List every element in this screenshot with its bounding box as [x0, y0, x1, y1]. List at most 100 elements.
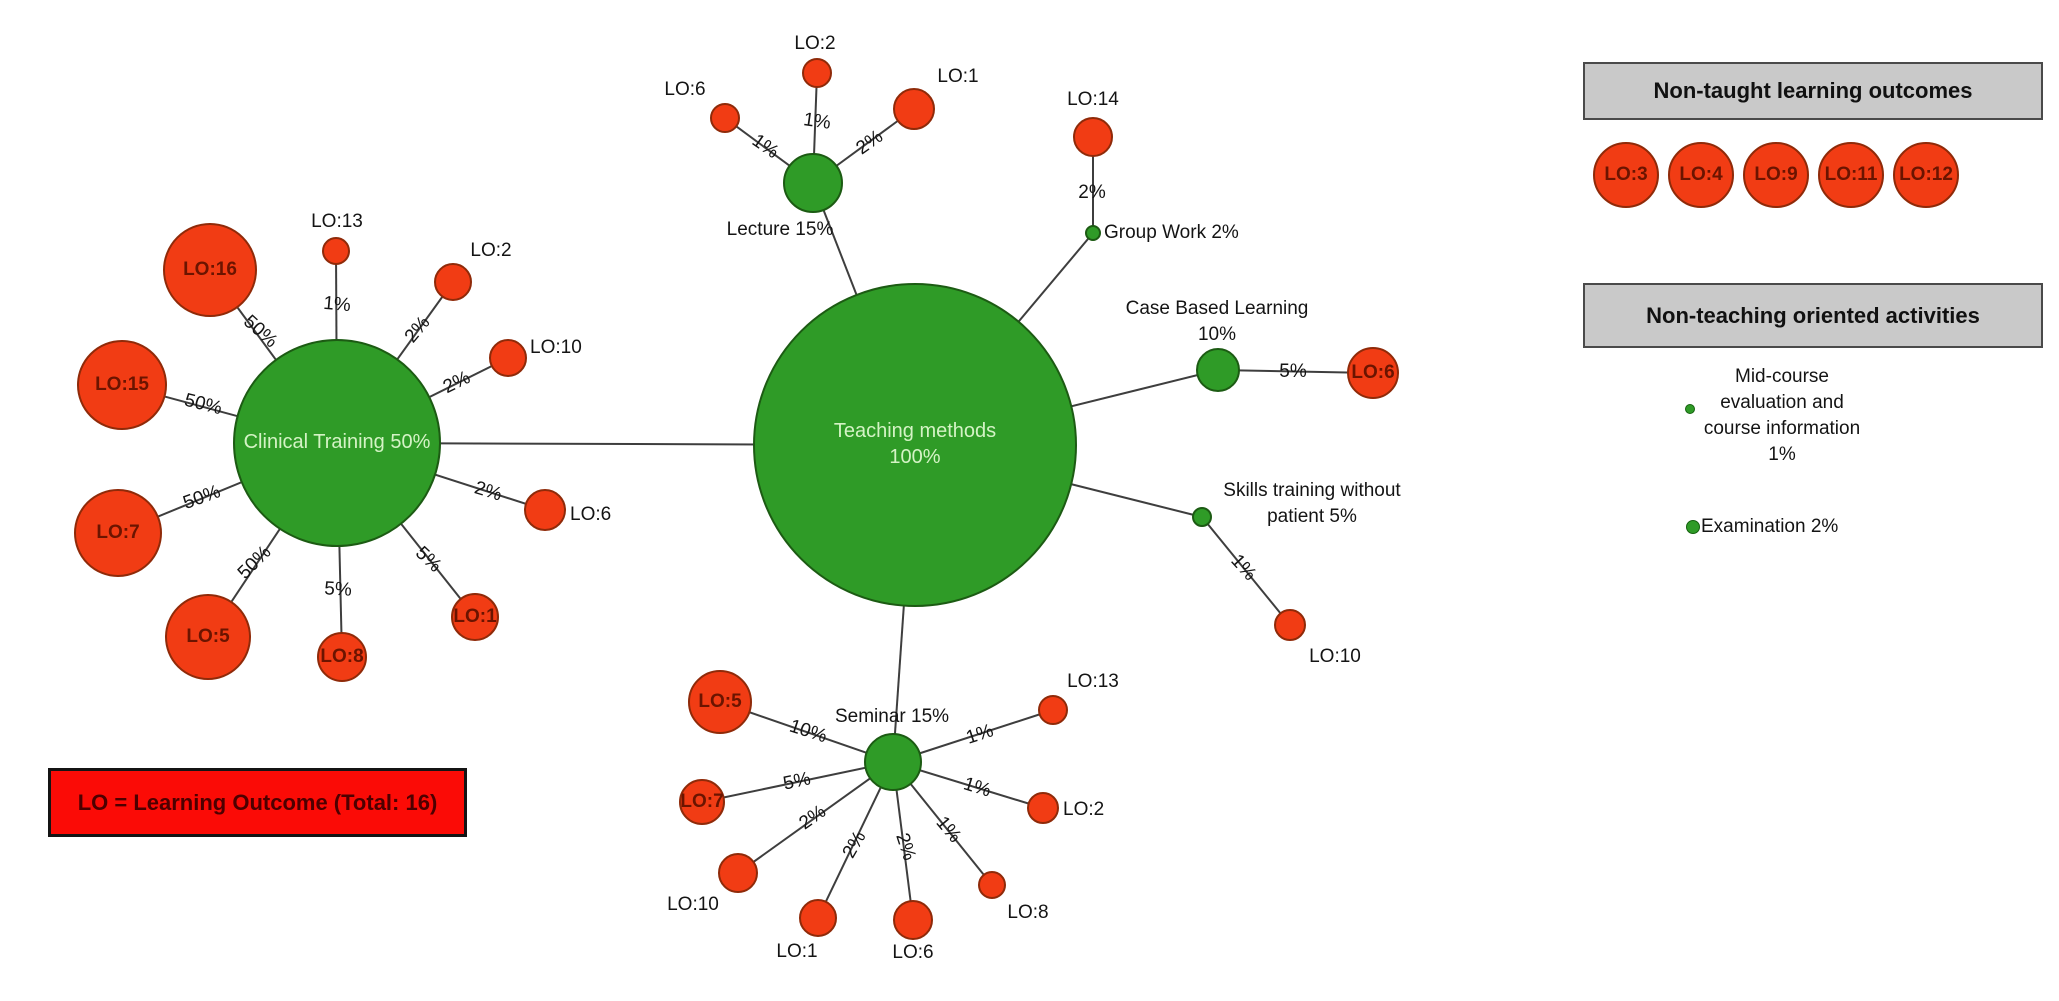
node-label-cl-lo7: LO:7 — [96, 521, 140, 543]
node-label-sem-lo1: LO:1 — [776, 940, 818, 962]
edge-label-clinical-cl-lo1: 5% — [411, 542, 446, 577]
node-label-gw-lo14: LO:14 — [1067, 88, 1119, 110]
edge-label-seminar-sem-lo2: 1% — [960, 773, 994, 802]
edge-label-clinical-cl-lo6: 2% — [471, 477, 505, 506]
legend-outcome-lo12: LO:12 — [1893, 142, 1959, 208]
node-skills — [1192, 507, 1212, 527]
node-clinical: Clinical Training 50% — [233, 339, 441, 547]
node-label-sem-lo7: LO:7 — [680, 790, 724, 812]
node-cl-lo13 — [322, 237, 350, 265]
node-label-sem-lo8: LO:8 — [1007, 901, 1049, 923]
node-label-cl-lo15: LO:15 — [95, 373, 149, 395]
edge-seminar-sem-lo7 — [701, 761, 894, 803]
node-cl-lo8: LO:8 — [317, 632, 367, 682]
edge-label-seminar-sem-lo13: 1% — [963, 720, 997, 749]
node-label-sem-lo5: LO:5 — [698, 690, 742, 712]
examination-dot-icon — [1686, 520, 1700, 534]
node-cl-lo2 — [434, 263, 472, 301]
legend-non-taught-title: Non-taught learning outcomes — [1583, 62, 2043, 120]
node-cl-lo7: LO:7 — [74, 489, 162, 577]
node-label-cb-lo6: LO:6 — [1351, 361, 1395, 383]
legend-non-teaching-title: Non-teaching oriented activities — [1583, 283, 2043, 348]
node-label-cl-lo8: LO:8 — [320, 645, 364, 667]
node-label-lecture: Lecture 15% — [726, 218, 834, 240]
legend-outcome-lo3: LO:3 — [1593, 142, 1659, 208]
node-cl-lo15: LO:15 — [77, 340, 167, 430]
edge-label-skills-sk-lo10: 1% — [1226, 550, 1261, 585]
edge-label-clinical-cl-lo13: 1% — [322, 292, 352, 317]
node-sem-lo7: LO:7 — [679, 779, 725, 825]
edge-label-clinical-cl-lo8: 5% — [323, 578, 353, 601]
node-label-cl-lo2: LO:2 — [470, 239, 512, 261]
edge-label-clinical-cl-lo16: 50% — [239, 311, 282, 353]
edge-label-lecture-lec-lo2: 1% — [802, 109, 833, 134]
midcourse-dot-icon — [1685, 404, 1695, 414]
edge-label-lecture-lec-lo1: 2% — [852, 126, 887, 160]
edge-label-clinical-cl-lo7: 50% — [180, 481, 224, 514]
node-label-sem-lo6: LO:6 — [892, 941, 934, 963]
node-label-clinical: Clinical Training 50% — [243, 431, 431, 454]
node-cl-lo5: LO:5 — [165, 594, 251, 680]
node-sem-lo10 — [718, 853, 758, 893]
edge-label-seminar-sem-lo6: 2% — [891, 830, 920, 864]
edge-label-seminar-sem-lo5: 10% — [786, 715, 830, 748]
legend-outcome-lo11: LO:11 — [1818, 142, 1884, 208]
node-sem-lo5: LO:5 — [688, 670, 752, 734]
legend-non-taught-circles: LO:3 LO:4 LO:9 LO:11 LO:12 — [1593, 142, 1959, 208]
node-casebased — [1196, 348, 1240, 392]
legend-outcome-lo4: LO:4 — [1668, 142, 1734, 208]
node-label-cl-lo10: LO:10 — [530, 336, 582, 358]
edge-label-clinical-cl-lo10: 2% — [439, 367, 474, 399]
node-label-sem-lo10: LO:10 — [667, 893, 719, 915]
node-groupwork — [1085, 225, 1101, 241]
node-sem-lo2 — [1027, 792, 1059, 824]
node-sk-lo10 — [1274, 609, 1306, 641]
node-cl-lo16: LO:16 — [163, 223, 257, 317]
node-label-casebased: Case Based Learning 10% — [1125, 297, 1309, 345]
edge-label-seminar-sem-lo8: 1% — [931, 812, 966, 847]
node-teaching: Teaching methods 100% — [753, 283, 1077, 607]
node-label-sem-lo2: LO:2 — [1063, 798, 1105, 820]
node-cl-lo6 — [524, 489, 566, 531]
node-label-cl-lo13: LO:13 — [311, 210, 363, 232]
node-label-teaching: Teaching methods 100% — [833, 420, 997, 468]
midcourse-label: Mid-course evaluation and course informa… — [1703, 366, 1861, 465]
node-gw-lo14 — [1073, 117, 1113, 157]
edge-label-seminar-sem-lo1: 2% — [838, 827, 871, 862]
node-label-groupwork: Group Work 2% — [1104, 221, 1239, 243]
edge-label-seminar-sem-lo10: 2% — [795, 801, 830, 835]
edge-label-seminar-sem-lo7: 5% — [781, 768, 813, 795]
examination-label: Examination 2% — [1701, 515, 1839, 537]
edge-skills-sk-lo10 — [1201, 516, 1291, 626]
edge-label-clinical-cl-lo15: 50% — [182, 389, 225, 420]
node-lec-lo6 — [710, 103, 740, 133]
node-label-sk-lo10: LO:10 — [1309, 645, 1361, 667]
edge-seminar-sem-lo10 — [737, 761, 894, 874]
edge-label-clinical-cl-lo5: 50% — [233, 541, 276, 584]
node-lec-lo2 — [802, 58, 832, 88]
edge-label-casebased-cb-lo6: 5% — [1279, 361, 1307, 382]
node-label-cl-lo5: LO:5 — [186, 625, 230, 647]
node-label-sem-lo13: LO:13 — [1067, 670, 1119, 692]
node-label-seminar: Seminar 15% — [834, 705, 950, 727]
node-label-lec-lo2: LO:2 — [794, 32, 836, 54]
node-sem-lo13 — [1038, 695, 1068, 725]
node-label-cl-lo1: LO:1 — [453, 605, 497, 627]
lo-note: LO = Learning Outcome (Total: 16) — [48, 768, 467, 837]
node-label-cl-lo6: LO:6 — [570, 503, 612, 525]
node-lec-lo1 — [893, 88, 935, 130]
node-label-cl-lo16: LO:16 — [183, 258, 237, 280]
node-sem-lo8 — [978, 871, 1006, 899]
node-cb-lo6: LO:6 — [1347, 347, 1399, 399]
node-seminar — [864, 733, 922, 791]
node-sem-lo6 — [893, 900, 933, 940]
node-lecture — [783, 153, 843, 213]
node-label-lec-lo6: LO:6 — [664, 78, 706, 100]
legend-outcome-lo9: LO:9 — [1743, 142, 1809, 208]
node-cl-lo1: LO:1 — [451, 593, 499, 641]
edge-label-groupwork-gw-lo14: 2% — [1078, 182, 1106, 203]
edge-label-clinical-cl-lo2: 2% — [400, 312, 435, 347]
edge-label-lecture-lec-lo6: 1% — [748, 130, 783, 164]
